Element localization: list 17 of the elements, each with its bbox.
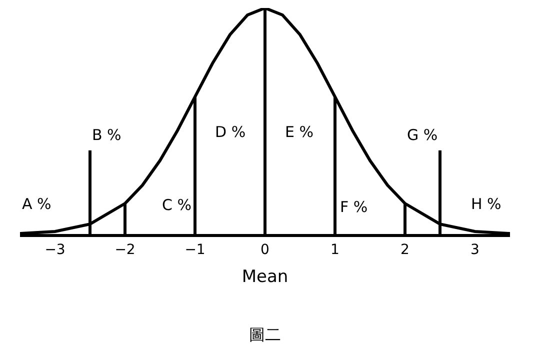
x-tick-label: −3 xyxy=(44,242,66,258)
annotation: C % xyxy=(162,196,192,214)
x-tick-label: 3 xyxy=(470,242,480,258)
annotation: H % xyxy=(471,195,502,213)
annotation: G % xyxy=(407,126,438,144)
annotation: E % xyxy=(285,123,314,141)
x-tick-label: 0 xyxy=(260,242,270,258)
annotation: A % xyxy=(22,195,52,213)
annotation: F % xyxy=(340,198,368,216)
x-tick-label: 2 xyxy=(400,242,410,258)
x-tick-label: 1 xyxy=(330,242,340,258)
x-tick-label: −1 xyxy=(184,242,206,258)
x-tick-label: −2 xyxy=(114,242,136,258)
text: 圖二 xyxy=(249,325,281,344)
x-axis-title: Mean xyxy=(242,267,288,288)
annotation: D % xyxy=(215,123,246,141)
annotation: B % xyxy=(92,126,122,144)
